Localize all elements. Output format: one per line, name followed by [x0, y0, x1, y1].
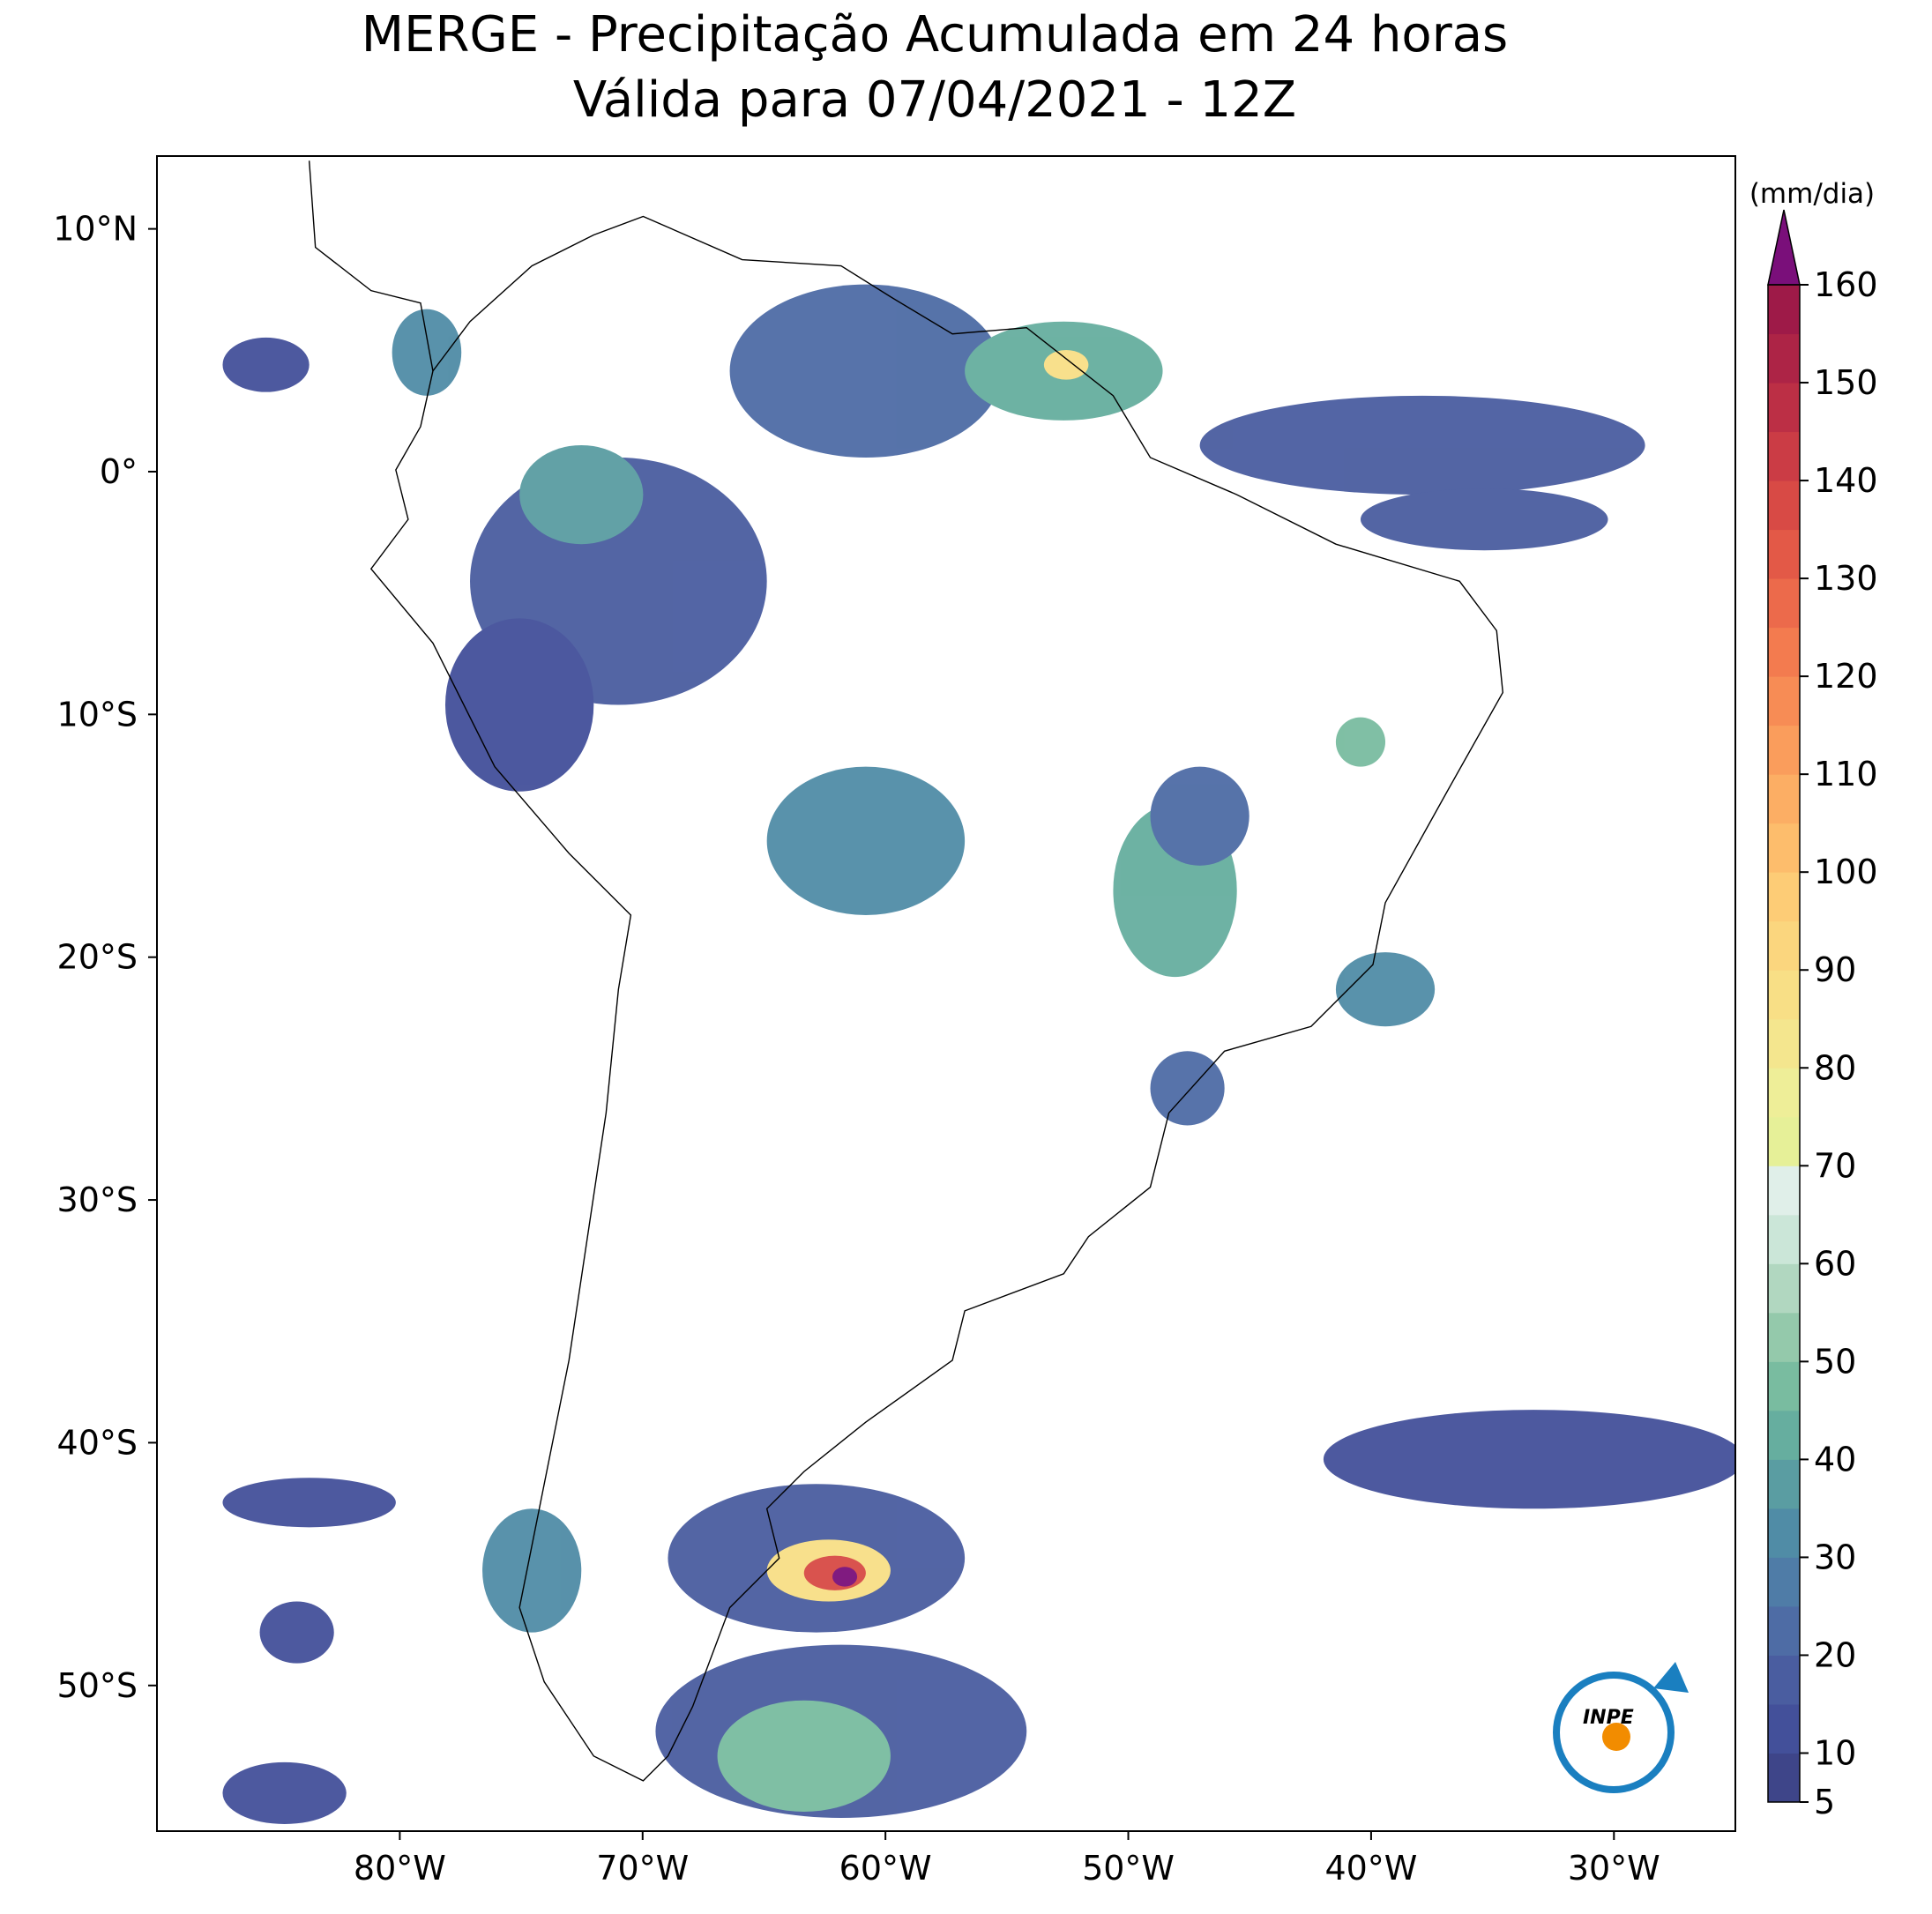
- colorbar-tick-label: 10: [1814, 1733, 1856, 1772]
- colorbar-tick-label: 70: [1814, 1146, 1856, 1185]
- colorbar-band: [1768, 1166, 1800, 1216]
- y-tick-label: 10°S: [57, 695, 138, 734]
- map-layer: [222, 160, 1735, 1824]
- precip-area: [1150, 1051, 1225, 1126]
- logo-ring: [1553, 1672, 1675, 1793]
- colorbar-band: [1768, 383, 1800, 433]
- precip-area: [222, 1478, 396, 1528]
- x-tick-label: 50°W: [1082, 1849, 1175, 1888]
- colorbar-tick-label: 110: [1814, 755, 1878, 793]
- precip-fields: [222, 284, 1735, 1824]
- colorbar-band: [1768, 285, 1800, 335]
- colorbar-tick-label: 160: [1814, 265, 1878, 304]
- colorbar-tick-label: 150: [1814, 363, 1878, 402]
- colorbar-tick-label: 80: [1814, 1048, 1856, 1087]
- precip-area: [519, 444, 644, 545]
- colorbar-band: [1768, 823, 1800, 873]
- coastline: [308, 160, 1504, 1782]
- map-frame: [156, 155, 1736, 1832]
- x-tick-label: 70°W: [596, 1849, 689, 1888]
- colorbar-band: [1768, 1508, 1800, 1558]
- y-tick-label: 20°S: [57, 938, 138, 977]
- precip-area: [717, 1700, 891, 1812]
- logo-dot: [1602, 1723, 1630, 1751]
- y-tick-label: 0°: [100, 452, 138, 491]
- x-tick-label: 30°W: [1568, 1849, 1660, 1888]
- colorbar-tick-label: 20: [1814, 1635, 1856, 1674]
- coast-path: [369, 215, 1504, 1782]
- x-tick-label: 40°W: [1324, 1849, 1417, 1888]
- logo-arrow: [1653, 1662, 1689, 1693]
- colorbar-band: [1768, 1459, 1800, 1509]
- precip-area: [766, 766, 966, 915]
- colorbar-tick-label: 120: [1814, 657, 1878, 696]
- colorbar-tick-label: 100: [1814, 853, 1878, 891]
- colorbar-band: [1768, 1703, 1800, 1754]
- precip-area: [222, 337, 310, 392]
- colorbar-tick-label: 50: [1814, 1342, 1856, 1381]
- x-tick-label: 60°W: [839, 1849, 932, 1888]
- precip-area: [1043, 349, 1089, 380]
- colorbar-band: [1768, 431, 1800, 481]
- precip-area: [444, 618, 594, 792]
- precip-area: [832, 1567, 858, 1587]
- logo: INPE: [1553, 1662, 1689, 1793]
- logo-text: INPE: [1583, 1707, 1634, 1729]
- subtitle: Válida para 07/04/2021 - 12Z: [573, 71, 1296, 129]
- colorbar-band: [1768, 1214, 1800, 1264]
- title: MERGE - Precipitação Acumulada em 24 hor…: [362, 6, 1508, 63]
- colorbar-band: [1768, 1753, 1800, 1803]
- precip-area: [1199, 395, 1645, 495]
- colorbar-band: [1768, 627, 1800, 677]
- x-tick-label: 80°W: [354, 1849, 446, 1888]
- y-tick-label: 40°S: [57, 1423, 138, 1462]
- colorbar-tick-label: 30: [1814, 1538, 1856, 1576]
- colorbar-band: [1768, 1068, 1800, 1118]
- y-tick-label: 10°N: [53, 210, 138, 249]
- colorbar-band: [1768, 920, 1800, 971]
- colorbar-label: (mm/dia): [1749, 178, 1875, 210]
- colorbar-band: [1768, 578, 1800, 629]
- colorbar-band: [1768, 1018, 1800, 1069]
- precip-area: [222, 1761, 347, 1824]
- colorbar-band: [1768, 1655, 1800, 1705]
- colorbar-tick-label: 60: [1814, 1244, 1856, 1283]
- colorbar-band: [1768, 1263, 1800, 1314]
- colorbar-band: [1768, 1410, 1800, 1460]
- colorbar-band: [1768, 1312, 1800, 1362]
- precip-area: [1335, 952, 1436, 1027]
- colorbar-frame: [1767, 284, 1801, 1803]
- colorbar-tick-label: 140: [1814, 461, 1878, 500]
- precip-area: [482, 1508, 582, 1633]
- colorbar-band: [1768, 1557, 1800, 1607]
- colorbar-band: [1768, 1116, 1800, 1166]
- coast-path: [308, 160, 434, 371]
- colorbar-band: [1768, 333, 1800, 384]
- precip-area: [1323, 1410, 1735, 1509]
- precip-area: [1360, 488, 1608, 551]
- colorbar-band: [1768, 676, 1800, 726]
- precip-area: [729, 284, 1003, 458]
- colorbar-band: [1768, 529, 1800, 579]
- colorbar-band: [1768, 970, 1800, 1020]
- colorbar-band: [1768, 774, 1800, 824]
- colorbar-band: [1768, 480, 1800, 531]
- precip-area: [1150, 766, 1249, 866]
- colorbar-band: [1768, 1361, 1800, 1411]
- precip-area: [1335, 717, 1386, 767]
- colorbar-band: [1768, 1605, 1800, 1656]
- y-tick-label: 30°S: [57, 1180, 138, 1219]
- colorbar-band: [1768, 872, 1800, 922]
- precip-area: [392, 309, 462, 396]
- colorbar-tick-label: 90: [1814, 950, 1856, 989]
- y-tick-label: 50°S: [57, 1666, 138, 1705]
- colorbar-band: [1768, 725, 1800, 775]
- precip-area: [259, 1601, 334, 1664]
- colorbar-tick-label: 130: [1814, 559, 1878, 598]
- colorbar-tick-label: 40: [1814, 1440, 1856, 1478]
- colorbar-extend: [1767, 209, 1801, 286]
- colorbar-tick-label: 5: [1814, 1783, 1835, 1821]
